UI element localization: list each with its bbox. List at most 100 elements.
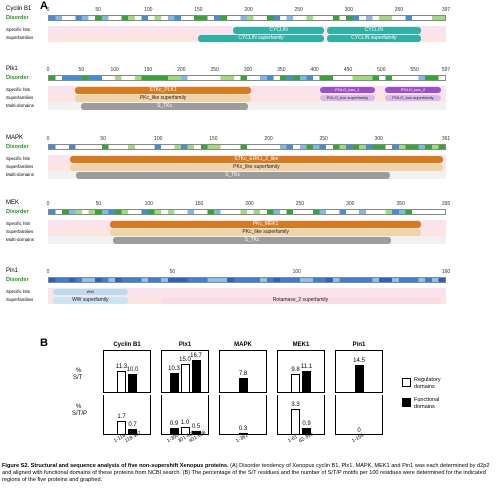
axis-tick-label: 160 (441, 269, 451, 275)
legend-label: Functional (414, 397, 440, 403)
axis-tick-label: 395 (441, 201, 451, 207)
row-label: Multi-domains (6, 103, 35, 108)
axis-tick-label: 300 (346, 201, 355, 207)
protein-name: MEK (6, 200, 20, 206)
axis-tick-label: 150 (209, 136, 218, 142)
axis-tick-label: 500 (377, 67, 386, 73)
axis-tick-label: 400 (310, 67, 319, 73)
disorder-track (48, 144, 446, 150)
axis-tick-label: 0 (46, 136, 50, 142)
legend-label-sub: domains (414, 384, 435, 390)
row-label: Superfamilies (6, 35, 34, 40)
axis-tick-label: 200 (177, 67, 186, 73)
axis-tick-label: 150 (194, 7, 203, 13)
chart-box-stp (103, 395, 151, 435)
range-label: 1-61 (287, 433, 299, 445)
disorder-label: Disorder (6, 277, 29, 283)
disorder-track (48, 209, 446, 215)
domain-band: WW (52, 288, 128, 295)
row-label: Superfamilies (6, 95, 34, 100)
domain-band: POLO_box superfamily (320, 94, 375, 101)
figure-caption: Figure S2. Structural and sequence analy… (2, 463, 496, 484)
axis-tick-label: 50 (95, 201, 102, 207)
axis-tick-label: 100 (110, 67, 119, 73)
axis-tick-label: 50 (100, 136, 106, 142)
disorder-track (48, 15, 446, 21)
row-label: Specific hits (6, 289, 31, 294)
axis-tick-label: 100 (144, 201, 153, 207)
row-label: Multi-domains (6, 172, 35, 177)
bar-st (191, 360, 201, 393)
axis-tick-label: 0 (46, 7, 50, 13)
protein-name: Plk1 (6, 66, 18, 72)
bar-st (169, 372, 179, 393)
row-label: Specific hits (6, 87, 31, 92)
legend-label: Regulatory (414, 377, 441, 383)
axis-tick-label: 150 (194, 201, 204, 207)
bar-value-st: 10.3 (168, 365, 180, 372)
domain-band: CYCLIN (233, 26, 324, 34)
domain-band: STKc_ERK1_2_like (70, 155, 443, 163)
caption-title: Figure S2. Structural and sequence analy… (2, 463, 229, 469)
bar-value-stp: 0.3 (238, 425, 248, 432)
disorder-label: Disorder (6, 75, 29, 81)
domain-band: POLO_box_1 (320, 86, 375, 93)
axis-tick-label: 300 (344, 7, 353, 13)
axis-tick-label: 300 (374, 136, 383, 142)
axis-tick-label: 200 (245, 201, 254, 207)
bar-stp (117, 421, 126, 435)
row-label: Superfamilies (6, 164, 34, 169)
axis-tick-label: 250 (210, 67, 219, 73)
domain-band: POLO_box_2 (384, 86, 442, 93)
axis-tick-label: 50 (78, 67, 85, 73)
axis-tick-label: 361 (441, 136, 451, 142)
bar-value-stp: 0.7 (128, 422, 137, 429)
domain-band: CYCLIN (326, 26, 421, 34)
bar-value-stp: 0.9 (302, 420, 311, 427)
domain-band: PKc_like superfamily (74, 94, 252, 102)
group-title: Pin1 (352, 342, 366, 348)
group-title: Plx1 (178, 342, 192, 348)
y-label-stp: S/T/P (72, 411, 88, 417)
axis-tick-label: 100 (144, 7, 153, 13)
row-label: Superfamilies (6, 229, 34, 234)
bar-stp (128, 429, 137, 435)
panel-a-letter: A (40, 0, 48, 12)
bar-value-st: 11.3 (115, 363, 128, 370)
domain-band: Rotamase_2 superfamily (159, 296, 442, 304)
bar-stp (291, 408, 300, 435)
domain-band: CYCLIN superfamily (198, 34, 324, 42)
axis-tick-label: 550 (410, 67, 419, 73)
panel-b-letter: B (40, 337, 48, 349)
y-label-st-pct: % (76, 368, 82, 374)
bar-value-st: 11.1 (300, 364, 313, 371)
axis-tick-label: 350 (394, 7, 404, 13)
bar-value-stp: 3.3 (291, 401, 300, 408)
bar-stp (302, 427, 311, 435)
bar-st (291, 373, 300, 393)
disorder-track (48, 277, 446, 283)
disorder-label: Disorder (6, 15, 29, 21)
axis-tick-label: 50 (95, 7, 101, 13)
bar-value-st: 15.0 (179, 356, 191, 363)
row-background (48, 288, 446, 296)
domain-band: PKc_MEK1 (110, 220, 421, 228)
legend-label-sub: domains (414, 404, 435, 410)
axis-tick-label: 100 (292, 269, 301, 275)
axis-tick-label: 250 (294, 7, 303, 13)
axis-tick-label: 50 (169, 269, 176, 275)
bar-value-st: 16.7 (190, 353, 202, 360)
group-title: Cyclin B1 (113, 342, 141, 348)
disorder-label: Disorder (6, 209, 29, 215)
group-title: MEK1 (292, 342, 310, 348)
axis-tick-label: 0 (46, 67, 50, 73)
bar-st (302, 371, 311, 393)
bar-value-stp: 0 (357, 428, 361, 434)
bar-st (180, 363, 190, 393)
bar-value-stp: 1.0 (180, 420, 190, 426)
domain-band: PKc_like superfamily (70, 163, 443, 171)
domain-band: S_TKc (113, 236, 391, 244)
bar-st (128, 373, 137, 393)
domain-band: POLO_box superfamily (384, 94, 442, 101)
axis-tick-label: 597 (441, 67, 451, 73)
